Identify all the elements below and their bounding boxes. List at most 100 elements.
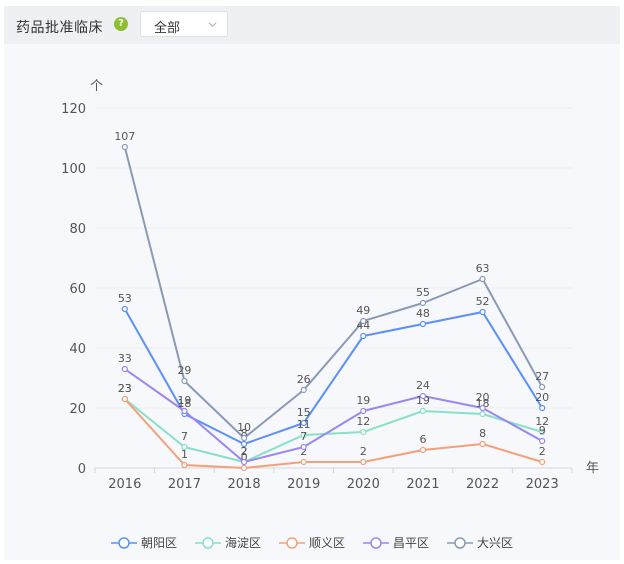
data-label: 2: [241, 445, 248, 458]
data-point: [539, 437, 546, 445]
legend-swatch: [110, 536, 137, 549]
data-point: [360, 317, 367, 325]
data-label: 1: [181, 448, 188, 461]
y-tick-label: 120: [61, 102, 86, 117]
data-point: [360, 458, 367, 466]
y-tick-label: 20: [69, 402, 86, 417]
legend-item[interactable]: 朝阳区: [110, 534, 177, 551]
data-point: [300, 431, 307, 439]
data-point: [479, 308, 486, 316]
data-label: 19: [416, 394, 430, 407]
data-label: 52: [476, 295, 490, 308]
district-select-value: 全部: [154, 21, 181, 36]
data-point: [360, 332, 367, 340]
data-point: [240, 434, 248, 442]
district-select[interactable]: 全部: [140, 11, 228, 37]
legend-label: 昌平区: [393, 536, 430, 550]
legend-item[interactable]: 昌平区: [363, 534, 429, 551]
x-tick-label: 2018: [228, 477, 261, 492]
data-point: [360, 428, 367, 436]
data-label: 23: [118, 382, 132, 395]
series-line: [124, 368, 543, 463]
legend-swatch: [194, 536, 221, 549]
data-label: 2: [539, 445, 546, 458]
data-label: 8: [241, 427, 248, 440]
data-label: 9: [539, 424, 546, 437]
legend-swatch: [447, 536, 474, 549]
series-line: [124, 398, 543, 469]
x-tick-label: 2020: [347, 477, 380, 492]
data-label: 19: [177, 394, 191, 407]
y-tick-label: 60: [69, 282, 86, 297]
y-tick-label: 40: [69, 342, 86, 357]
data-label: 15: [297, 406, 311, 419]
legend-label: 海淀区: [224, 536, 261, 550]
data-point: [539, 404, 546, 412]
data-label: 0: [241, 451, 248, 464]
data-label: 26: [297, 373, 311, 386]
y-tick-label: 80: [69, 222, 86, 237]
data-point: [419, 407, 427, 415]
x-tick-label: 2021: [406, 477, 439, 492]
data-point: [419, 299, 427, 307]
data-point: [300, 386, 307, 394]
data-label: 18: [177, 397, 191, 410]
data-point: [240, 458, 248, 466]
data-label: 2: [241, 445, 248, 458]
data-label: 44: [356, 319, 370, 332]
data-point: [539, 458, 546, 466]
legend-swatch: [278, 536, 305, 549]
series-line: [124, 398, 543, 463]
data-label: 8: [479, 427, 486, 440]
legend-swatch: [363, 536, 389, 549]
data-point: [479, 275, 486, 283]
data-label: 6: [419, 433, 426, 446]
legend-label: 顺义区: [308, 536, 345, 550]
y-tick-label: 100: [61, 162, 86, 177]
data-label: 20: [476, 391, 490, 404]
x-tick-label: 2022: [466, 477, 499, 492]
x-tick-label: 2019: [287, 477, 320, 492]
data-label: 7: [300, 430, 307, 443]
data-label: 19: [356, 394, 370, 407]
legend-item[interactable]: 顺义区: [278, 534, 345, 551]
question-circle-icon[interactable]: ?: [114, 17, 128, 31]
x-tick-label: 2016: [108, 477, 141, 492]
data-label: 29: [177, 364, 191, 377]
data-label: 24: [416, 379, 430, 392]
data-point: [240, 440, 248, 448]
data-point: [419, 392, 427, 400]
data-label: 18: [476, 397, 490, 410]
data-label: 23: [118, 382, 132, 395]
data-point: [479, 404, 486, 412]
data-point: [181, 377, 188, 385]
data-point: [539, 428, 546, 436]
data-label: 12: [535, 415, 549, 428]
y-axis-label: 个: [90, 79, 103, 94]
data-point: [479, 410, 486, 418]
legend-label: 朝阳区: [140, 536, 177, 550]
data-point: [360, 407, 367, 415]
chevron-down-icon: [208, 22, 217, 28]
data-label: 12: [356, 415, 370, 428]
x-tick-label: 2017: [168, 477, 201, 492]
legend-label: 大兴区: [477, 536, 514, 550]
data-label: 10: [237, 421, 251, 434]
data-point: [181, 443, 188, 451]
data-point: [539, 383, 546, 391]
data-label: 2: [360, 445, 367, 458]
data-label: 7: [181, 430, 188, 443]
data-point: [300, 419, 307, 427]
data-label: 20: [535, 391, 549, 404]
data-label: 27: [535, 370, 549, 383]
data-label: 33: [118, 352, 132, 365]
data-point: [121, 395, 128, 403]
y-tick-label: 0: [78, 462, 86, 477]
data-point: [121, 143, 128, 151]
series-line: [123, 146, 544, 439]
data-point: [121, 365, 128, 373]
data-point: [300, 443, 307, 451]
legend-item[interactable]: 海淀区: [194, 534, 261, 551]
data-point: [419, 320, 427, 328]
legend-item[interactable]: 大兴区: [447, 534, 513, 551]
